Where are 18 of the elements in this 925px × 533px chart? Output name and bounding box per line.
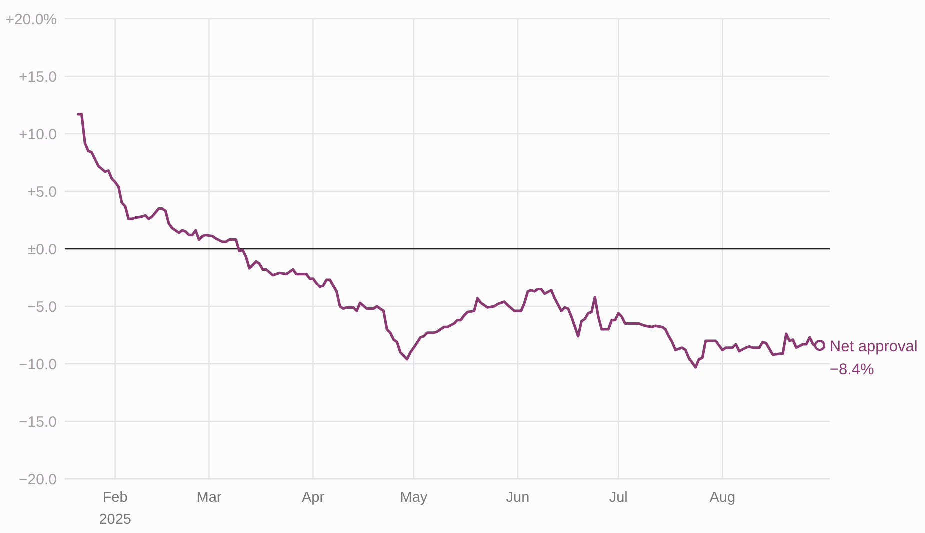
- x-tick-label: Feb 2025: [99, 490, 132, 528]
- x-tick-label: Jun: [506, 490, 530, 506]
- y-tick-label: +10.0: [19, 126, 57, 144]
- y-tick-label: −10.0: [19, 356, 57, 374]
- x-tick-label: Mar: [196, 490, 222, 506]
- y-tick-label: −15.0: [19, 414, 57, 431]
- x-tick-label: Aug: [710, 490, 736, 506]
- data-label: −8.4%: [830, 362, 875, 379]
- x-tick-label: Jul: [609, 490, 628, 506]
- y-tick-label: −20.0: [19, 471, 57, 488]
- y-tick-label: ±0.0: [28, 241, 57, 258]
- y-tick-label: +20.0%: [6, 11, 57, 28]
- series-label: Net approval: [830, 338, 918, 356]
- y-tick-label: +15.0: [19, 68, 57, 86]
- x-tick-label: Apr: [302, 490, 325, 506]
- x-tick-label: May: [400, 490, 428, 506]
- y-tick-label: −5.0: [27, 298, 57, 316]
- y-tick-label: +5.0: [27, 184, 57, 201]
